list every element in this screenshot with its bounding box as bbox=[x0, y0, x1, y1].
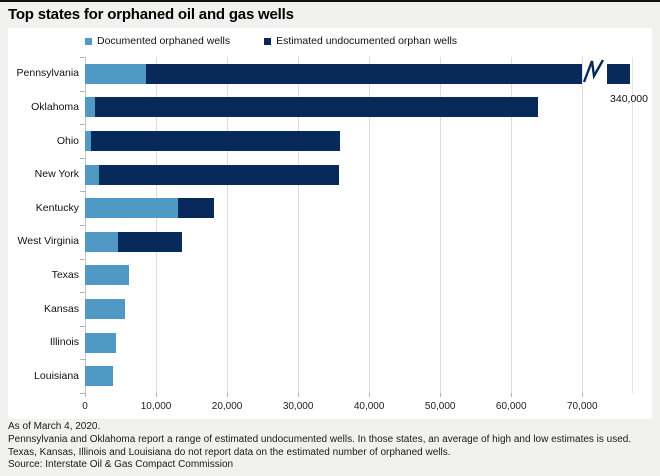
category-tick bbox=[80, 359, 85, 361]
bar-documented bbox=[85, 63, 147, 84]
category-label: Kentucky bbox=[35, 201, 79, 214]
gridline bbox=[227, 57, 229, 393]
gridline bbox=[298, 57, 300, 393]
gridline bbox=[156, 57, 158, 393]
gridline bbox=[369, 57, 371, 393]
category-label: Kansas bbox=[43, 302, 79, 315]
axis-break-icon bbox=[582, 58, 605, 89]
category-tick bbox=[80, 124, 85, 126]
gridline bbox=[440, 57, 442, 393]
bar-documented bbox=[85, 131, 92, 151]
x-tick-label: 40,000 bbox=[353, 401, 385, 412]
axis-tick bbox=[511, 393, 513, 397]
footer-source: Source: Interstate Oil & Gas Compact Com… bbox=[8, 459, 234, 471]
category-tick bbox=[80, 292, 85, 294]
category-tick bbox=[80, 191, 85, 193]
x-tick-label: 20,000 bbox=[211, 401, 243, 412]
page-title: Top states for orphaned oil and gas well… bbox=[8, 6, 294, 23]
legend-label-documented: Documented orphaned wells bbox=[97, 35, 231, 47]
legend-item-documented: Documented orphaned wells bbox=[85, 35, 230, 47]
bar-documented bbox=[85, 366, 114, 387]
category-label: New York bbox=[34, 168, 79, 181]
x-tick-label: 60,000 bbox=[495, 401, 527, 412]
category-tick bbox=[80, 258, 85, 260]
bar-undocumented bbox=[118, 231, 182, 252]
bar-undocumented bbox=[178, 198, 215, 219]
gridline bbox=[511, 57, 513, 393]
bar-undocumented bbox=[94, 97, 538, 118]
axis-tick bbox=[369, 393, 371, 397]
legend-swatch-documented-icon bbox=[85, 37, 92, 45]
category-tick bbox=[80, 57, 85, 58]
gridline bbox=[582, 57, 584, 393]
x-tick-label: 0 bbox=[82, 401, 88, 412]
axis-tick bbox=[156, 393, 158, 397]
category-label: Texas bbox=[51, 268, 79, 281]
category-label: Illinois bbox=[49, 336, 79, 349]
bar-undocumented bbox=[91, 131, 341, 151]
x-tick-label: 10,000 bbox=[140, 401, 172, 412]
axis-tick bbox=[440, 393, 442, 397]
category-tick bbox=[80, 325, 85, 327]
bar-documented bbox=[85, 97, 95, 118]
category-label: West Virginia bbox=[17, 235, 79, 248]
axis-tick bbox=[227, 393, 229, 397]
legend-swatch-undocumented-icon bbox=[264, 37, 272, 45]
x-tick-label: 30,000 bbox=[282, 401, 314, 412]
category-tick bbox=[80, 225, 85, 226]
legend-label-undocumented: Estimated undocumented orphan wells bbox=[276, 35, 458, 47]
plot-area: 0 10,000 20,000 30,000 40,000 50,000 60,000 70,… bbox=[17, 57, 648, 412]
chart-panel: Documented orphaned wells Estimated undo… bbox=[8, 28, 652, 419]
category-label: Louisiana bbox=[34, 369, 79, 382]
axis-tick bbox=[582, 393, 584, 397]
plot-right-edge bbox=[632, 57, 633, 393]
bar-undocumented bbox=[146, 63, 583, 84]
bar-undocumented bbox=[99, 164, 340, 185]
footer-notes: As of March 4, 2020. Pennsylvania and Ok… bbox=[8, 421, 631, 472]
axis-tick bbox=[298, 393, 300, 397]
footer-note-2: Texas, Kansas, Illinois and Louisiana do… bbox=[8, 446, 451, 458]
bar-documented bbox=[85, 332, 116, 353]
y-axis-line bbox=[85, 57, 86, 393]
category-label: Pennsylvania bbox=[16, 67, 79, 80]
category-label: Ohio bbox=[56, 134, 79, 147]
bar-value-annotation: 340,000 bbox=[610, 92, 648, 105]
axis-tick bbox=[85, 393, 86, 397]
legend-item-undocumented: Estimated undocumented orphan wells bbox=[264, 35, 457, 47]
x-tick-label: 70,000 bbox=[566, 401, 598, 412]
footer-note-1: Pennsylvania and Oklahoma report a range… bbox=[8, 433, 632, 445]
bar-documented bbox=[85, 198, 179, 219]
category-tick bbox=[80, 393, 85, 394]
x-tick-label: 50,000 bbox=[424, 401, 456, 412]
category-label: Oklahoma bbox=[31, 100, 79, 113]
category-tick bbox=[80, 157, 85, 159]
bar-documented bbox=[85, 164, 100, 185]
bar-documented bbox=[85, 231, 119, 252]
bar-documented bbox=[85, 299, 126, 319]
bar-documented bbox=[85, 265, 130, 286]
legend: Documented orphaned wells Estimated undo… bbox=[85, 35, 457, 47]
category-tick bbox=[80, 90, 85, 92]
footer-as-of: As of March 4, 2020. bbox=[8, 421, 101, 432]
bar-undocumented-tail bbox=[607, 63, 631, 84]
